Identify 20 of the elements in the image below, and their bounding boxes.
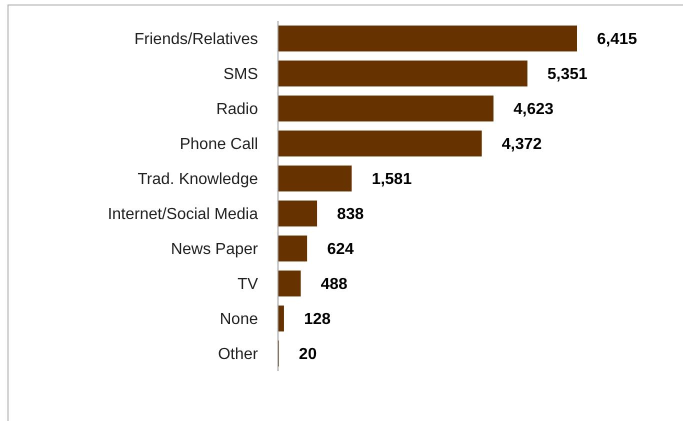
- data-label: 6,415: [597, 31, 638, 48]
- y-tick-label: Other: [218, 346, 259, 364]
- y-tick-label: Friends/Relatives: [134, 31, 258, 48]
- data-label: 624: [327, 241, 354, 258]
- data-label: 838: [337, 206, 364, 224]
- y-tick-label: Internet/Social Media: [108, 206, 258, 224]
- data-label: 4,623: [513, 101, 554, 118]
- y-tick-label: News Paper: [170, 241, 259, 258]
- y-tick-label: TV: [238, 276, 258, 294]
- data-label: 1,581: [372, 171, 412, 188]
- y-tick-label: Phone Call: [180, 136, 258, 154]
- data-label: 20: [298, 346, 317, 364]
- y-tick-label: None: [220, 311, 258, 328]
- data-label: 488: [320, 276, 348, 294]
- data-label: 128: [304, 311, 331, 328]
- y-tick-label: Radio: [216, 101, 258, 118]
- y-tick-label: SMS: [223, 66, 258, 84]
- data-label: 4,372: [502, 136, 542, 154]
- y-tick-label: Trad. Knowledge: [138, 171, 258, 188]
- data-label: 5,351: [547, 66, 588, 84]
